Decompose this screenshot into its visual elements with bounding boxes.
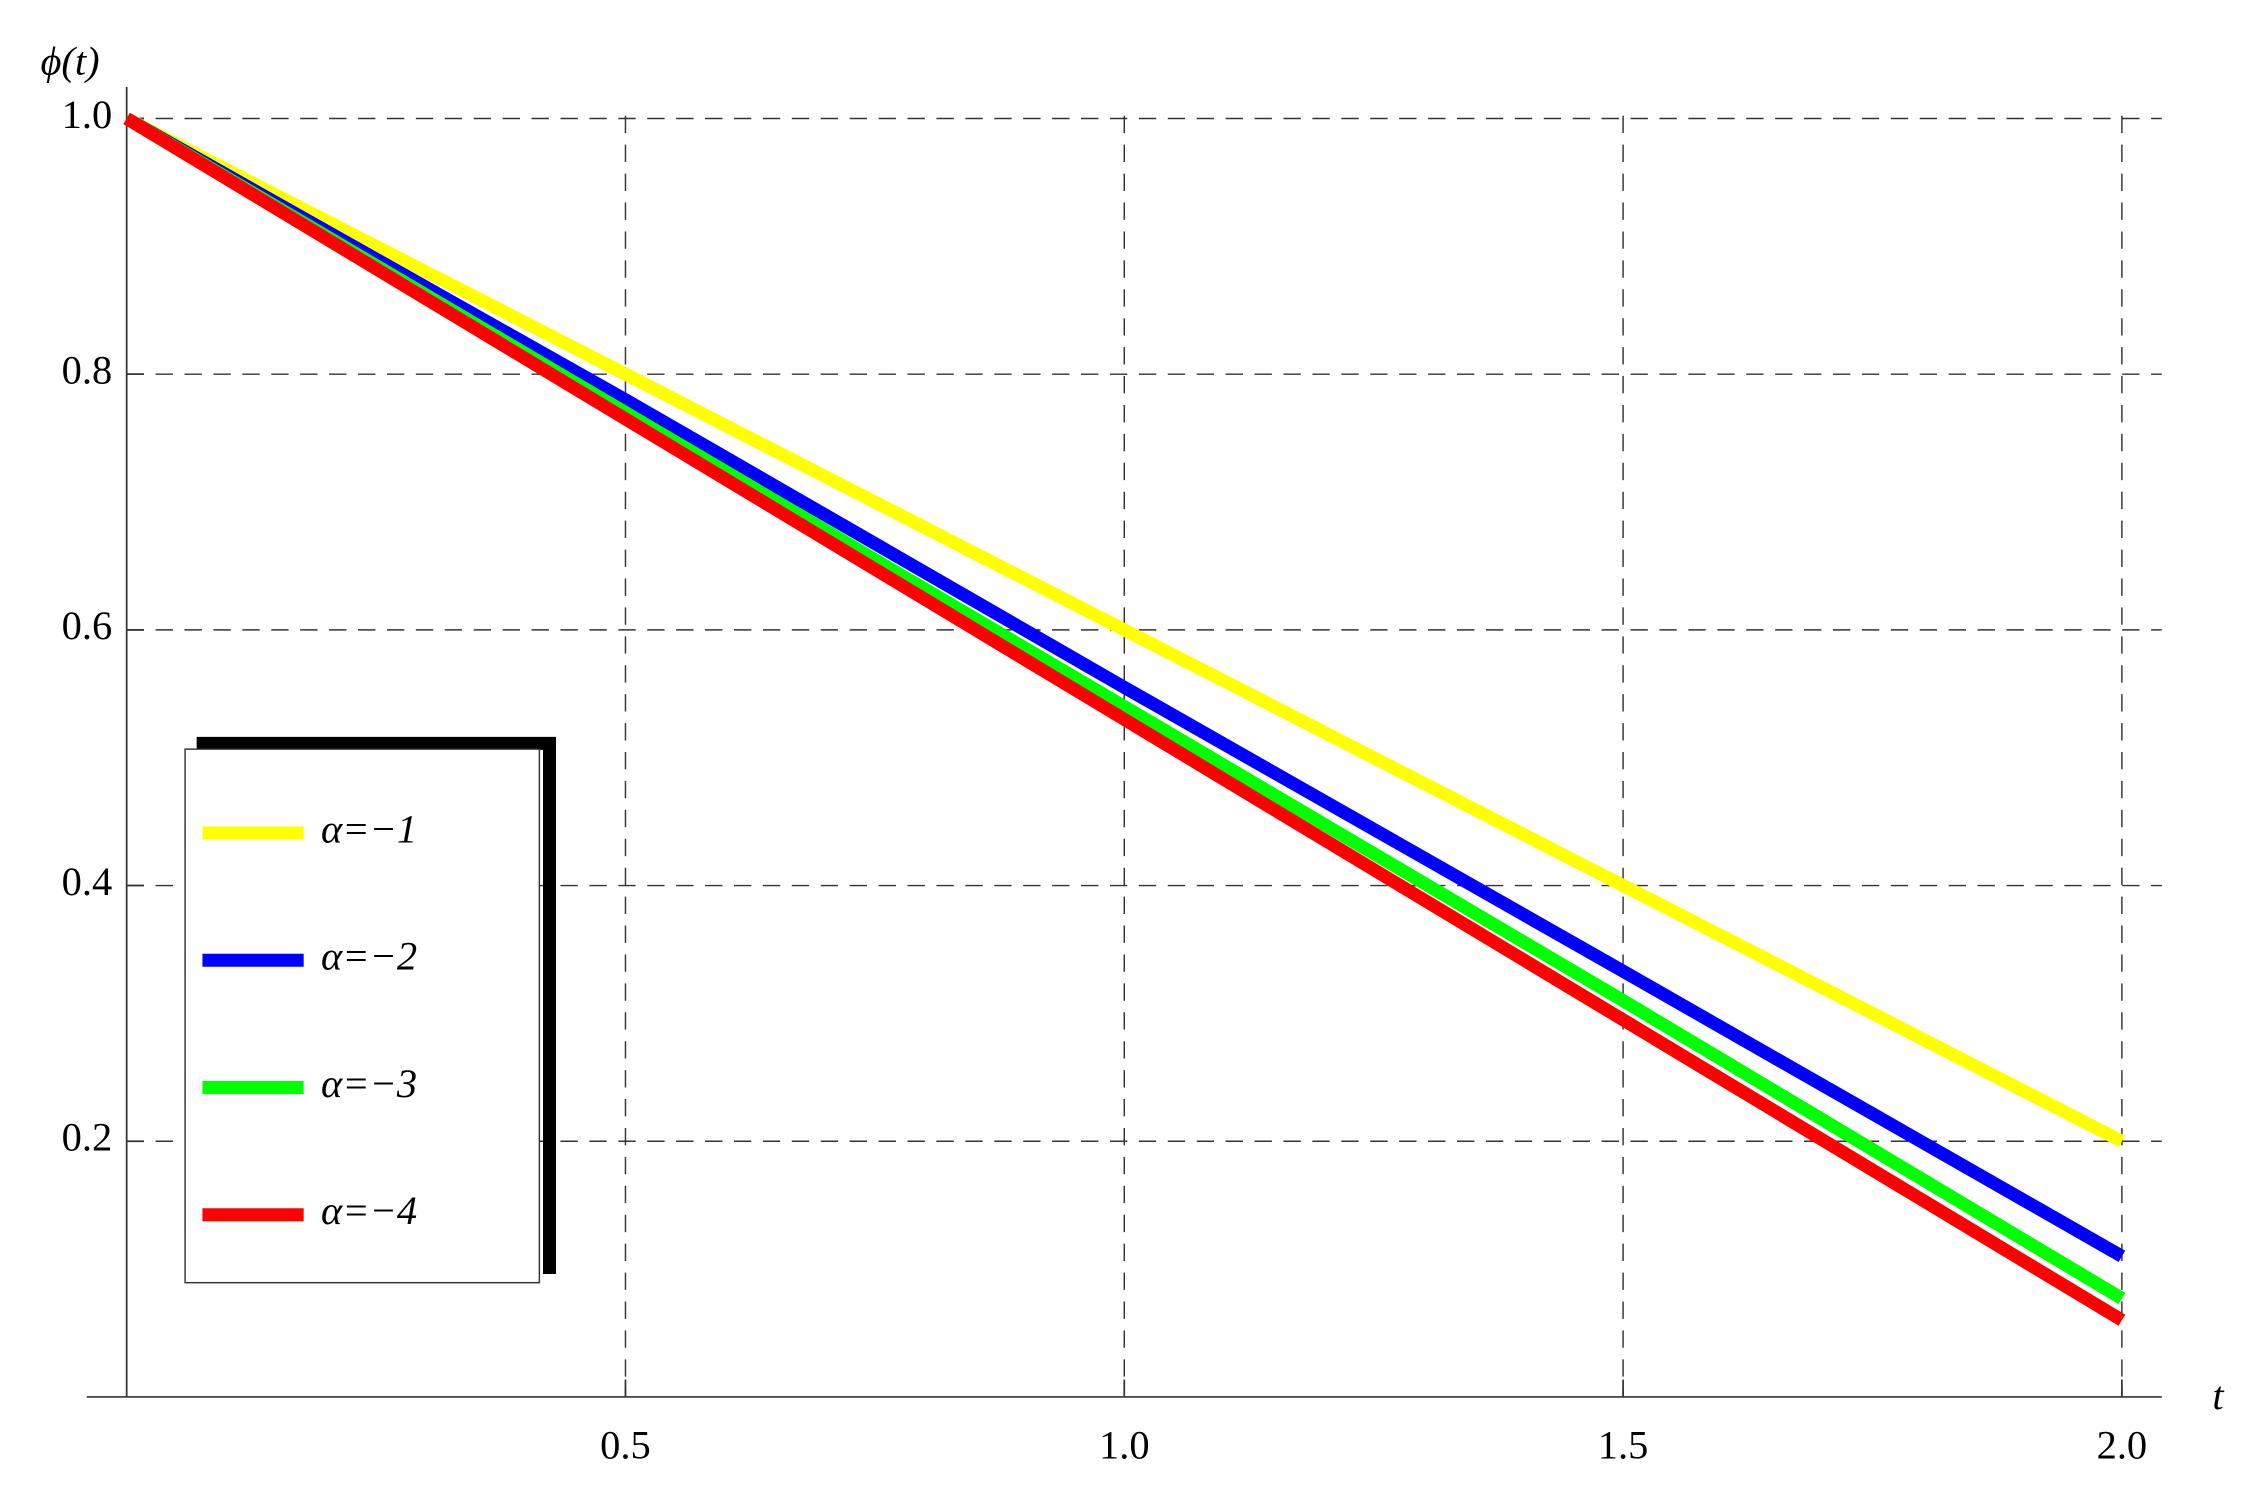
y-tick-label: 0.4 bbox=[62, 859, 113, 904]
series-line bbox=[123, 112, 2126, 1326]
series-line bbox=[123, 112, 2126, 1262]
x-tick-label: 2.0 bbox=[2097, 1422, 2148, 1467]
legend-label: α=−1 bbox=[321, 806, 417, 851]
x-axis-label: t bbox=[2212, 1373, 2225, 1418]
legend: α=−1 α=−2 α=−3 α=−4 bbox=[184, 736, 556, 1284]
y-tick-label: 0.2 bbox=[62, 1115, 113, 1160]
x-tick-label: 1.0 bbox=[1099, 1422, 1150, 1467]
x-tick-label: 1.5 bbox=[1598, 1422, 1649, 1467]
y-tick-label: 0.6 bbox=[62, 603, 113, 648]
legend-label: α=−4 bbox=[321, 1188, 417, 1233]
series-line bbox=[123, 112, 2125, 1148]
legend-shadow bbox=[196, 736, 556, 1275]
y-tick-label: 0.8 bbox=[62, 347, 113, 392]
x-tick-label: 0.5 bbox=[600, 1422, 651, 1467]
y-tick-label: 1.0 bbox=[62, 92, 113, 137]
legend-label: α=−3 bbox=[321, 1061, 417, 1106]
legend-label: α=−2 bbox=[321, 934, 417, 979]
y-axis-label: ϕ(t) bbox=[40, 38, 99, 83]
